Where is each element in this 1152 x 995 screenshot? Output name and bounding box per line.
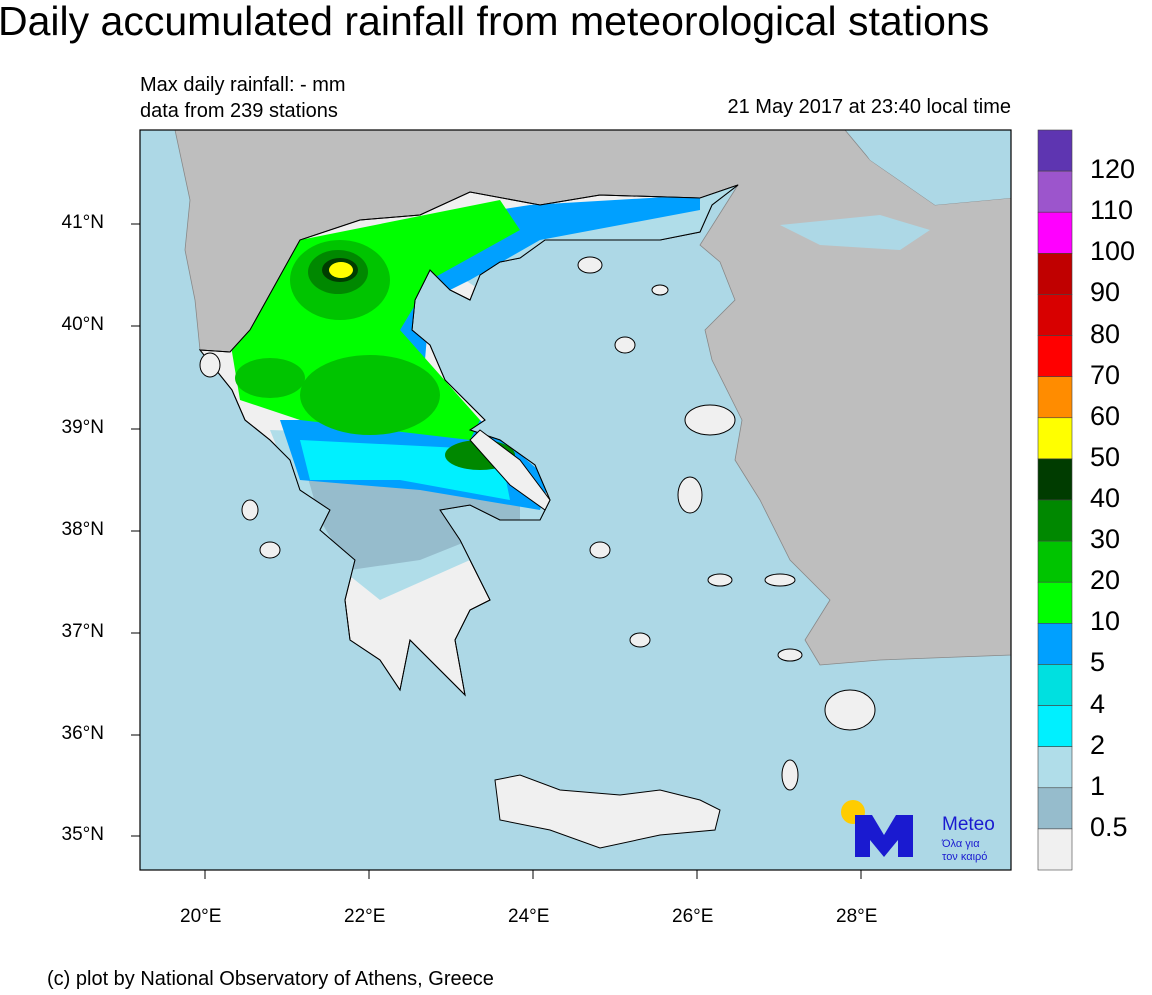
- islands: [199, 256, 876, 791]
- stations-count-text: data from 239 stations: [140, 100, 338, 122]
- black-sea: [850, 130, 1011, 205]
- colorbar-label: 2: [1090, 729, 1106, 760]
- colorbar: [1037, 129, 1073, 871]
- logo-tagline-1: Όλα για: [941, 838, 980, 850]
- logo-name: Meteo: [942, 814, 995, 835]
- colorbar-swatch: [1037, 787, 1073, 830]
- colorbar-swatch: [1037, 458, 1073, 501]
- colorbar-swatch: [1037, 253, 1073, 295]
- max-rainfall-text: Max daily rainfall: - mm: [140, 74, 346, 96]
- colorbar-swatch: [1037, 664, 1073, 706]
- colorbar-label: 40: [1090, 483, 1121, 513]
- lon-label: 26°E: [672, 906, 714, 927]
- lat-label: 37°N: [61, 621, 104, 642]
- colorbar-label: 120: [1090, 154, 1136, 185]
- colorbar-label: 20: [1090, 565, 1121, 596]
- colorbar-swatch: [1037, 417, 1073, 460]
- colorbar-label: 80: [1090, 318, 1121, 349]
- lat-label: 36°N: [61, 723, 104, 744]
- colorbar-label: 1: [1090, 770, 1106, 801]
- colorbar-swatch: [1037, 170, 1073, 213]
- marmara-sea: [780, 215, 930, 250]
- colorbar-swatch: [1037, 540, 1073, 583]
- lat-label: 35°N: [61, 824, 104, 845]
- lon-label: 22°E: [344, 906, 386, 927]
- lat-label: 39°N: [61, 417, 104, 438]
- crete: [494, 774, 721, 849]
- colorbar-swatch: [1037, 581, 1073, 624]
- meteo-logo: Meteo Όλα για τον καιρό: [841, 800, 995, 863]
- colorbar-label: 4: [1090, 688, 1106, 719]
- lon-label: 28°E: [836, 906, 878, 927]
- colorbar-label: 70: [1090, 359, 1121, 390]
- euboea: [469, 429, 551, 511]
- colorbar-label: 90: [1090, 277, 1121, 308]
- lat-label: 38°N: [61, 519, 104, 540]
- colorbar-label: 60: [1090, 400, 1121, 431]
- colorbar-swatch: [1037, 623, 1073, 665]
- colorbar-swatch: [1037, 746, 1073, 789]
- credit-text: (c) plot by National Observatory of Athe…: [47, 968, 494, 990]
- logo-m-icon: [855, 815, 913, 857]
- colorbar-label: 100: [1090, 236, 1136, 267]
- colorbar-swatch: [1037, 294, 1073, 336]
- lon-label: 20°E: [180, 906, 222, 927]
- colorbar-label: 0.5: [1090, 811, 1128, 842]
- colorbar-swatch: [1037, 705, 1073, 747]
- map-frame: [139, 129, 1012, 871]
- colorbar-label: 5: [1090, 647, 1106, 678]
- rainfall-field: [230, 185, 738, 600]
- lat-label: 41°N: [61, 212, 104, 233]
- colorbar-swatch: [1037, 376, 1073, 419]
- lon-label: 24°E: [508, 906, 550, 927]
- colorbar-label: 50: [1090, 441, 1121, 472]
- colorbar-swatch: [1037, 499, 1073, 542]
- colorbar-swatch: [1037, 828, 1073, 871]
- lat-label: 40°N: [61, 314, 104, 335]
- colorbar-label: 110: [1090, 195, 1134, 226]
- colorbar-swatch: [1037, 335, 1073, 377]
- colorbar-swatch: [1037, 129, 1073, 172]
- datetime-text: 21 May 2017 at 23:40 local time: [727, 96, 1011, 118]
- map-title: Daily accumulated rainfall from meteorol…: [0, 0, 990, 44]
- colorbar-label: 10: [1090, 606, 1121, 637]
- colorbar-swatch: [1037, 211, 1073, 254]
- colorbar-label: 30: [1090, 524, 1121, 555]
- logo-tagline-2: τον καιρό: [942, 851, 987, 863]
